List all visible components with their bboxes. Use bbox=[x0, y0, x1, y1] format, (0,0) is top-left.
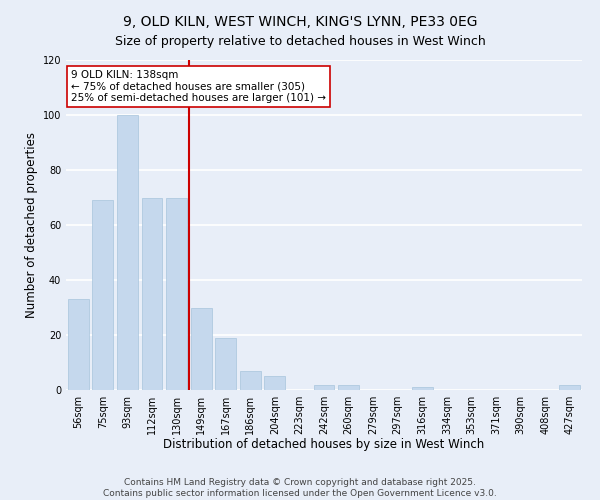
Text: 9, OLD KILN, WEST WINCH, KING'S LYNN, PE33 0EG: 9, OLD KILN, WEST WINCH, KING'S LYNN, PE… bbox=[123, 15, 477, 29]
Text: 9 OLD KILN: 138sqm
← 75% of detached houses are smaller (305)
25% of semi-detach: 9 OLD KILN: 138sqm ← 75% of detached hou… bbox=[71, 70, 326, 103]
Bar bbox=[68, 299, 89, 390]
Bar bbox=[314, 384, 334, 390]
Bar bbox=[412, 387, 433, 390]
Bar bbox=[338, 384, 359, 390]
Bar bbox=[92, 200, 113, 390]
Bar bbox=[166, 198, 187, 390]
Bar bbox=[265, 376, 286, 390]
Y-axis label: Number of detached properties: Number of detached properties bbox=[25, 132, 38, 318]
Bar bbox=[240, 371, 261, 390]
Text: Contains HM Land Registry data © Crown copyright and database right 2025.
Contai: Contains HM Land Registry data © Crown c… bbox=[103, 478, 497, 498]
X-axis label: Distribution of detached houses by size in West Winch: Distribution of detached houses by size … bbox=[163, 438, 485, 452]
Text: Size of property relative to detached houses in West Winch: Size of property relative to detached ho… bbox=[115, 35, 485, 48]
Bar bbox=[191, 308, 212, 390]
Bar bbox=[215, 338, 236, 390]
Bar bbox=[559, 384, 580, 390]
Bar bbox=[142, 198, 163, 390]
Bar bbox=[117, 115, 138, 390]
